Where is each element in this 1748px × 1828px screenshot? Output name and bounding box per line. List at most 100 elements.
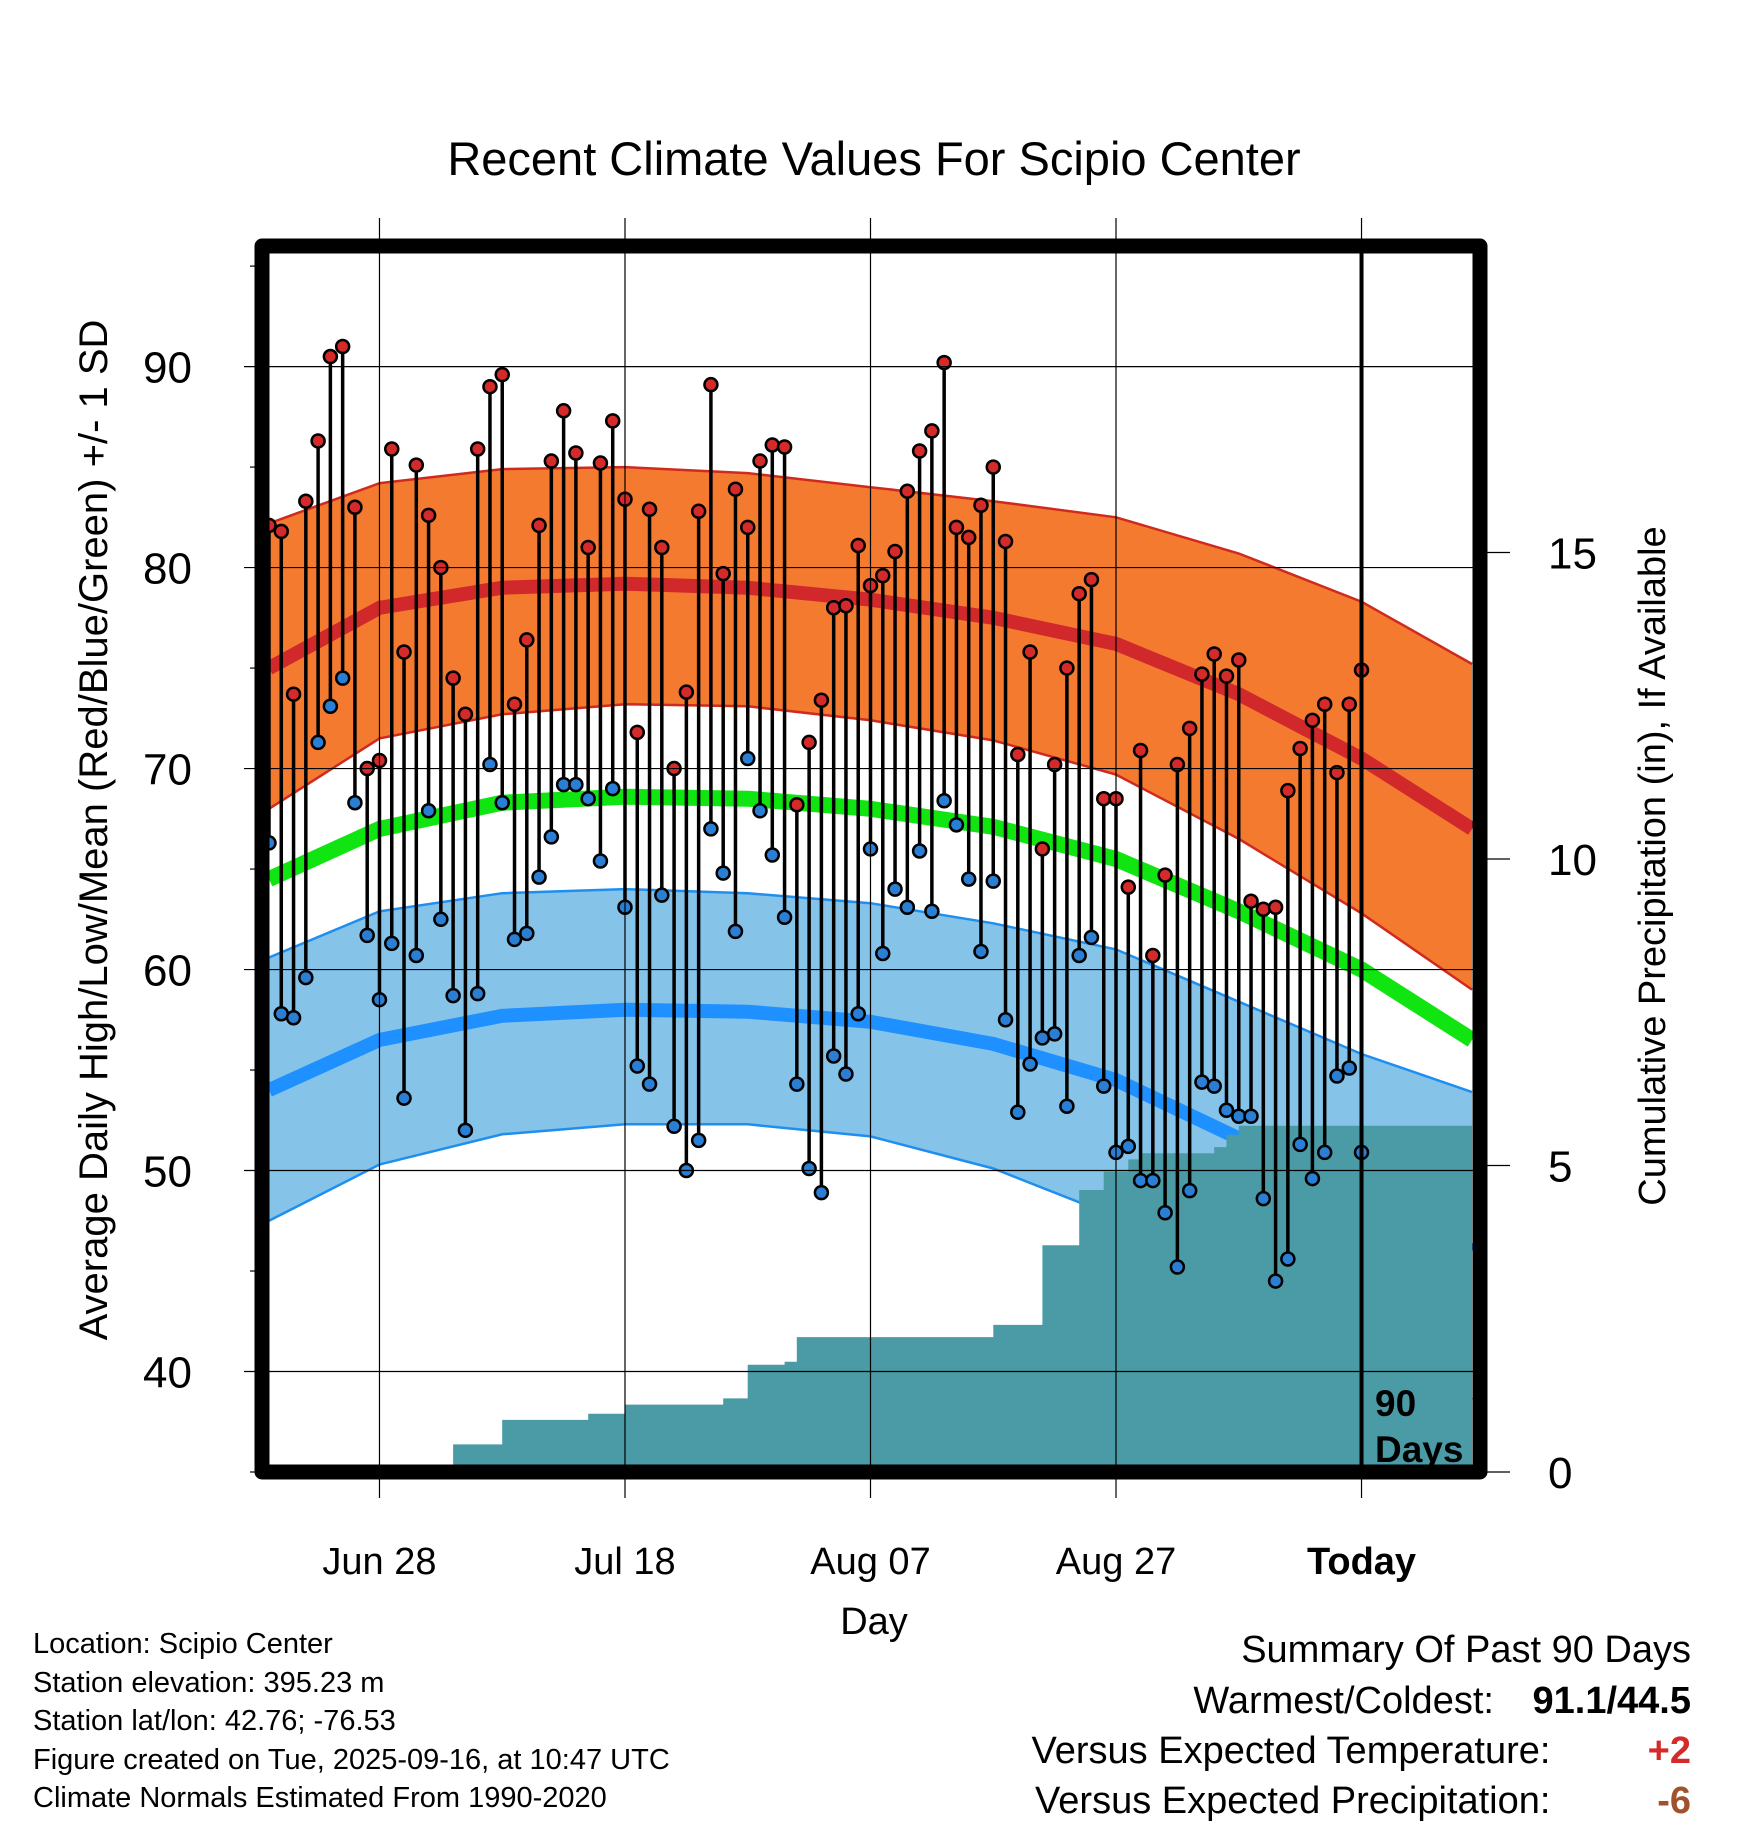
- daily-low-point: [543, 829, 560, 845]
- daily-high-point: [322, 348, 339, 365]
- daily-high-point: [1316, 696, 1333, 712]
- daily-low-point: [715, 865, 731, 881]
- daily-low-point: [506, 931, 523, 948]
- daily-low-point: [690, 1132, 707, 1149]
- daily-high-point: [936, 354, 952, 371]
- axes: 40 50 60 70 80 90 0 5 10 15 Jun 28 Jul 18 Aug 07 Aug …: [143, 218, 1597, 1583]
- y-tick-label: 80: [143, 545, 192, 594]
- x-axis-label: Day: [840, 1601, 908, 1643]
- elevation-text: Station elevation: 395.23 m: [33, 1666, 385, 1699]
- daily-high-point: [420, 507, 437, 524]
- daily-low-point: [384, 935, 400, 952]
- daily-low-point: [1316, 1144, 1333, 1161]
- daily-high-point: [1132, 742, 1149, 759]
- daily-high-point: [715, 565, 731, 582]
- daily-low-point: [960, 871, 977, 887]
- station-info: Location: Scipio Center Station elevatio…: [33, 1625, 670, 1818]
- plot-area: [261, 338, 1477, 1472]
- daily-low-point: [1046, 1026, 1063, 1042]
- daily-low-point: [948, 817, 965, 833]
- daily-low-point: [1243, 1108, 1259, 1125]
- y2-tick-label: 5: [1548, 1143, 1572, 1192]
- daily-high-point: [568, 445, 584, 461]
- daily-high-point: [555, 403, 572, 419]
- daily-low-point: [592, 853, 609, 869]
- daily-high-point: [519, 632, 535, 648]
- latlon-text: Station lat/lon: 42.76; -76.53: [33, 1705, 396, 1737]
- daily-high-point: [924, 423, 940, 439]
- daily-high-point: [752, 453, 768, 469]
- daily-low-point: [1157, 1204, 1173, 1221]
- daily-high-point: [850, 537, 866, 554]
- daily-low-point: [580, 790, 596, 807]
- daily-low-point: [1218, 1102, 1235, 1118]
- daily-low-point: [973, 943, 989, 960]
- daily-high-point: [543, 453, 560, 469]
- daily-high-point: [1280, 782, 1296, 799]
- daily-high-point: [396, 644, 412, 660]
- daily-high-point: [408, 457, 425, 473]
- summary-panel: Summary Of Past 90 Days Warmest/Coldest:…: [1032, 1625, 1691, 1826]
- y-tick-label: 50: [143, 1148, 192, 1197]
- daily-low-point: [654, 887, 670, 903]
- daily-low-point: [347, 794, 363, 811]
- summary-precip-row: Versus Expected Precipitation: -6: [1032, 1776, 1691, 1826]
- daily-low-point: [850, 1006, 866, 1022]
- daily-high-point: [506, 696, 523, 712]
- daily-high-point: [838, 598, 854, 614]
- daily-low-point: [604, 780, 621, 797]
- daily-low-point: [936, 792, 952, 809]
- daily-low-point: [666, 1118, 682, 1135]
- daily-low-point: [285, 1010, 302, 1026]
- x-tick-label: Aug 27: [1056, 1541, 1176, 1583]
- high-sd-band-fill: [269, 467, 1472, 990]
- precip-anomaly-label: Versus Expected Precipitation:: [1035, 1780, 1551, 1822]
- daily-high-point: [789, 796, 805, 813]
- daily-low-point: [408, 947, 425, 964]
- summary-temp-row: Versus Expected Temperature: +2: [1032, 1726, 1691, 1776]
- daily-high-point: [298, 493, 314, 509]
- created-text: Figure created on Tue, 2025-09-16, at 10…: [33, 1743, 670, 1776]
- daily-high-point: [899, 483, 916, 499]
- daily-low-point: [801, 1160, 817, 1177]
- daily-low-point: [433, 911, 449, 928]
- daily-high-point: [825, 600, 842, 616]
- daily-high-point: [531, 517, 547, 534]
- precip-anomaly-value: -6: [1657, 1780, 1691, 1822]
- daily-low-point: [445, 987, 461, 1004]
- daily-high-point: [347, 499, 363, 516]
- daily-low-point: [322, 698, 339, 715]
- daily-low-point: [899, 899, 916, 915]
- summary-title: Summary Of Past 90 Days: [1241, 1629, 1691, 1671]
- daily-high-point: [285, 686, 302, 702]
- daily-low-point: [519, 925, 535, 942]
- daily-low-point: [825, 1048, 842, 1064]
- x-tick-label: Jul 18: [574, 1541, 675, 1583]
- daily-high-point: [1046, 756, 1063, 773]
- daily-high-point: [678, 684, 695, 700]
- daily-high-point: [887, 543, 903, 560]
- daily-low-point: [838, 1066, 854, 1082]
- daily-high-point: [727, 481, 744, 497]
- daily-high-point: [739, 519, 756, 536]
- daily-high-point: [1071, 585, 1087, 602]
- daily-low-point: [629, 1058, 646, 1074]
- daily-low-point: [568, 776, 584, 793]
- daily-low-point: [924, 903, 940, 920]
- daily-low-point: [1120, 1138, 1137, 1155]
- daily-low-point: [985, 873, 1002, 889]
- daily-high-point: [703, 376, 719, 393]
- y-tick-label: 40: [143, 1349, 192, 1398]
- daily-high-point: [1157, 867, 1173, 883]
- daily-high-point: [1083, 571, 1100, 588]
- daily-high-point: [875, 567, 891, 584]
- daily-low-point: [1071, 947, 1087, 964]
- y2-tick-label: 15: [1548, 530, 1597, 579]
- daily-low-point: [1059, 1098, 1075, 1114]
- daily-high-point: [654, 539, 670, 556]
- daily-high-point: [1329, 764, 1345, 781]
- daily-high-point: [334, 338, 351, 355]
- daily-low-point: [875, 945, 891, 962]
- daily-low-point: [887, 881, 903, 897]
